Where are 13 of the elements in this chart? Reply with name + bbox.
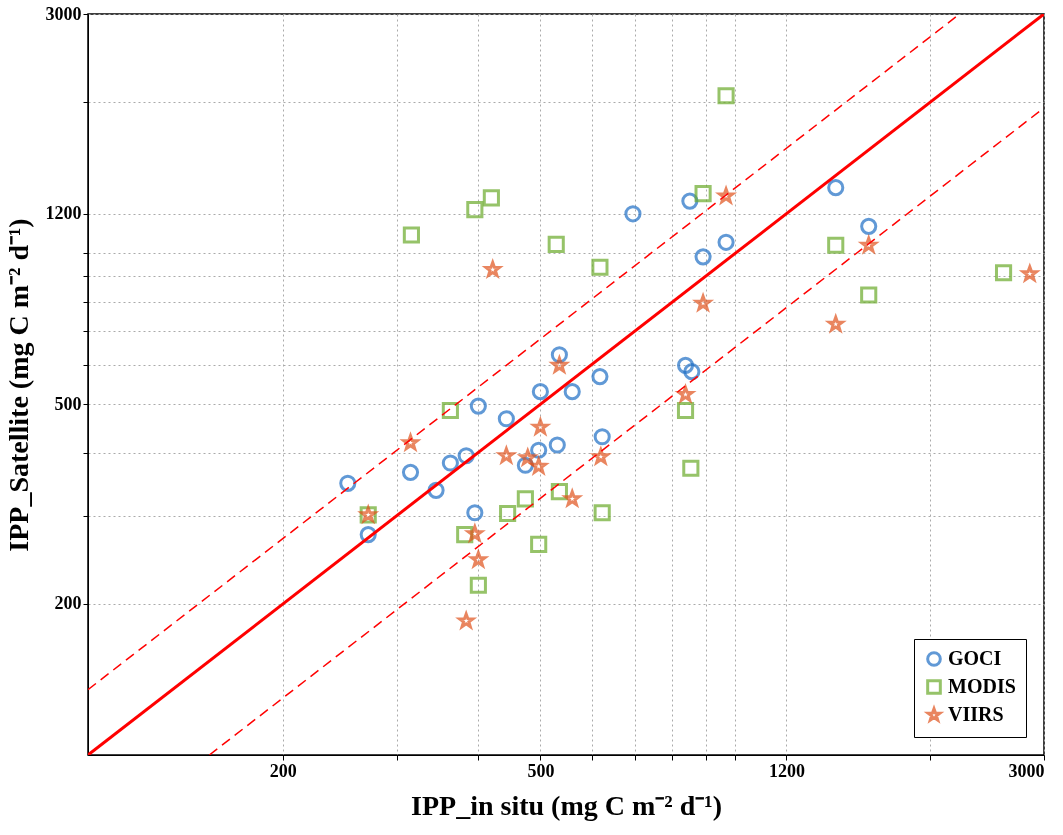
- y-tick-label: 3000: [45, 3, 82, 24]
- x-tick-label: 200: [269, 760, 297, 781]
- x-axis-title: IPP_in situ (mg C m⁻² d⁻¹): [411, 789, 722, 821]
- legend-label: VIIRS: [948, 703, 1004, 725]
- x-tick-label: 3000: [1008, 760, 1045, 781]
- legend-label: GOCI: [948, 647, 1002, 669]
- y-tick-label: 200: [54, 593, 82, 614]
- y-tick-label: 500: [54, 393, 82, 414]
- legend-label: MODIS: [948, 675, 1016, 697]
- y-axis-title: IPP_Satellite (mg C m⁻² d⁻¹): [2, 218, 34, 552]
- x-tick-label: 1200: [768, 760, 805, 781]
- y-tick-label: 1200: [45, 203, 82, 224]
- x-tick-label: 500: [527, 760, 555, 781]
